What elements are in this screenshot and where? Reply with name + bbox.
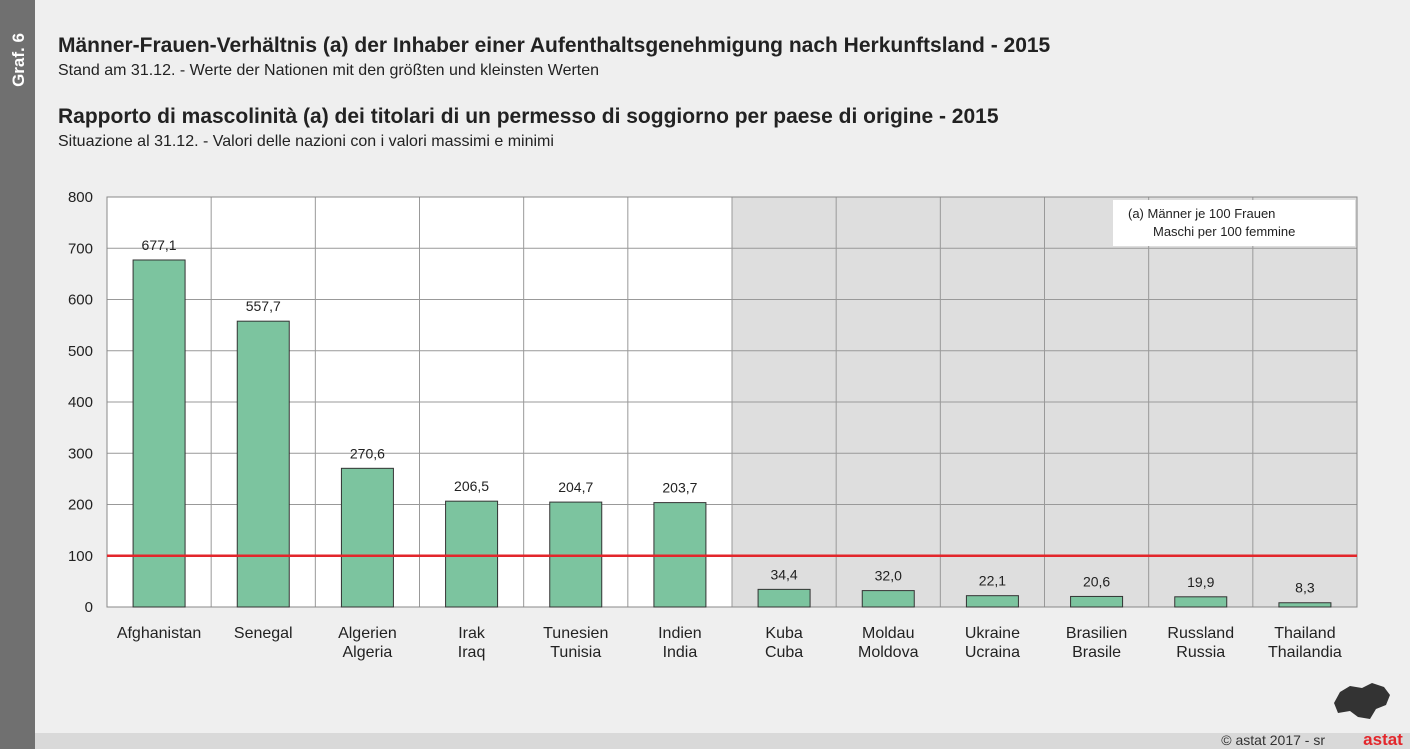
y-tick-label: 300 <box>68 445 93 462</box>
x-tick-label: Algerien <box>338 625 397 642</box>
x-tick-label: Cuba <box>765 644 803 661</box>
logo-shape <box>1334 683 1390 719</box>
y-tick-label: 700 <box>68 240 93 257</box>
bar <box>1174 596 1228 608</box>
value-label: 203,7 <box>662 480 697 496</box>
x-tick-label: Kuba <box>765 625 802 642</box>
bar <box>965 595 1019 608</box>
logo: astat <box>1363 730 1403 749</box>
note-line: (a) Männer je 100 Frauen <box>1128 206 1275 221</box>
value-label: 34,4 <box>770 566 797 582</box>
x-tick-label: Iraq <box>458 644 486 661</box>
chart-title: Männer-Frauen-Verhältnis (a) der Inhaber… <box>58 34 1051 57</box>
note-box <box>1113 200 1355 246</box>
side-label: Graf. 6 <box>9 33 28 87</box>
value-label: 557,7 <box>246 298 281 314</box>
y-tick-label: 400 <box>68 394 93 411</box>
x-tick-label: Moldova <box>858 644 919 661</box>
value-label: 8,3 <box>1295 580 1315 596</box>
value-label: 32,0 <box>875 568 902 584</box>
bar <box>236 320 290 608</box>
x-tick-label: Russland <box>1167 625 1234 642</box>
bar <box>445 500 499 608</box>
x-tick-label: Moldau <box>862 625 914 642</box>
side-stripe <box>0 0 35 749</box>
x-tick-label: Senegal <box>234 625 293 642</box>
x-tick-label: Algeria <box>343 644 393 661</box>
logo-icon <box>1334 683 1390 719</box>
value-label: 22,1 <box>979 573 1006 589</box>
x-tick-label: Brasile <box>1072 644 1121 661</box>
value-label: 206,5 <box>454 478 489 494</box>
x-tick-label: Tunesien <box>543 625 608 642</box>
value-label: 19,9 <box>1187 574 1214 590</box>
value-label: 204,7 <box>558 479 593 495</box>
value-label: 20,6 <box>1083 573 1110 589</box>
bar <box>861 590 915 608</box>
footer-band <box>35 733 1410 749</box>
x-tick-label: Thailand <box>1274 625 1335 642</box>
y-tick-label: 800 <box>68 189 93 206</box>
plot-border <box>106 196 1358 608</box>
chart-subtitle-2: Situazione al 31.12. - Valori delle nazi… <box>58 133 554 150</box>
x-tick-label: Ukraine <box>965 625 1020 642</box>
x-tick-label: Afghanistan <box>117 625 202 642</box>
bar <box>340 467 394 608</box>
y-tick-label: 500 <box>68 343 93 360</box>
note-line: Maschi per 100 femmine <box>1153 224 1295 239</box>
x-tick-label: Tunisia <box>550 644 601 661</box>
bar <box>1070 595 1124 608</box>
x-tick-label: Irak <box>458 625 486 642</box>
y-tick-label: 600 <box>68 292 93 309</box>
bar <box>757 588 811 608</box>
x-tick-label: Brasilien <box>1066 625 1127 642</box>
bar <box>1278 602 1332 608</box>
y-tick-label: 200 <box>68 497 93 514</box>
y-tick-label: 0 <box>85 599 93 616</box>
value-label: 677,1 <box>142 237 177 253</box>
chart-subtitle: Stand am 31.12. - Werte der Nationen mit… <box>58 62 599 79</box>
bar <box>132 259 186 608</box>
x-tick-label: Thailandia <box>1268 644 1342 661</box>
chart-title-2: Rapporto di mascolinità (a) dei titolari… <box>58 105 999 128</box>
x-tick-label: Ucraina <box>965 644 1020 661</box>
value-label: 270,6 <box>350 445 385 461</box>
copyright: © astat 2017 - sr <box>1221 732 1325 748</box>
y-tick-label: 100 <box>68 548 93 565</box>
x-tick-label: Russia <box>1176 644 1225 661</box>
x-tick-label: Indien <box>658 625 702 642</box>
x-tick-label: India <box>663 644 698 661</box>
